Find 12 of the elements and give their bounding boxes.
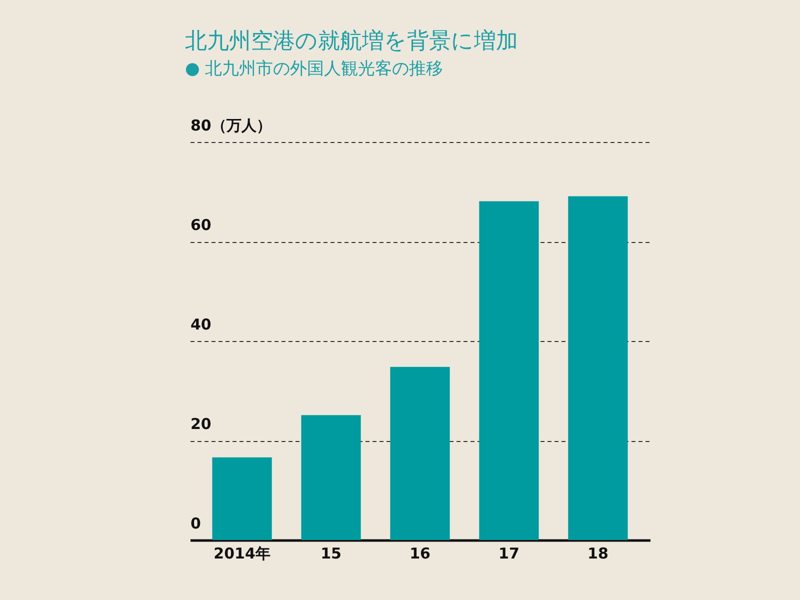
x-tick-label: 18 bbox=[588, 544, 608, 562]
x-tick-label: 15 bbox=[320, 544, 342, 562]
y-tick-label: 80（万人） bbox=[190, 116, 272, 134]
x-tick-label: 16 bbox=[410, 544, 430, 562]
y-tick-label: 0 bbox=[190, 514, 201, 532]
chart-title: 北九州空港の就航増を背景に増加 bbox=[185, 29, 518, 54]
chart-subtitle: ● 北九州市の外国人観光客の推移 bbox=[185, 59, 444, 79]
y-tick-label: 40 bbox=[190, 316, 212, 334]
y-tick-label: 60 bbox=[190, 216, 212, 234]
y-tick-label: 20 bbox=[190, 415, 212, 433]
x-tick-label: 2014年 bbox=[214, 544, 270, 562]
x-tick-label: 17 bbox=[498, 544, 520, 562]
